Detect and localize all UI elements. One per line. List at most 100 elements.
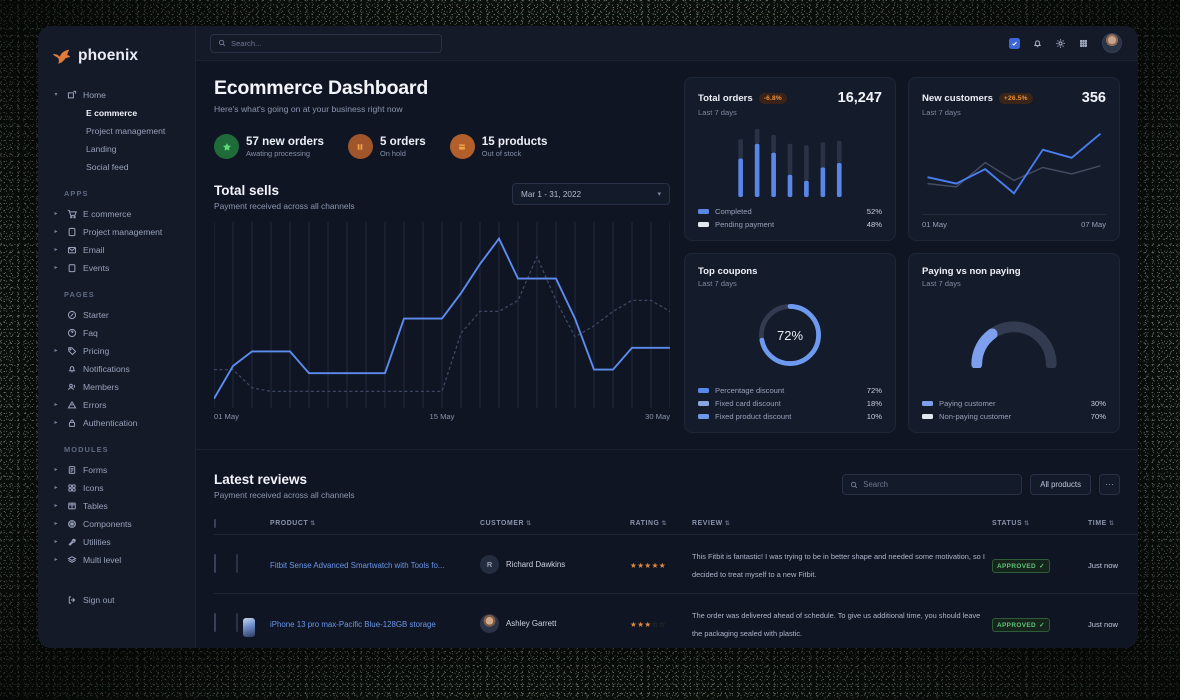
star-badge-icon [214, 134, 239, 159]
sidebar-item-errors[interactable]: ▸ Errors [38, 396, 195, 414]
sidebar-item-members[interactable]: Members [38, 378, 195, 396]
row-checkbox[interactable] [214, 554, 216, 573]
theme-toggle-icon[interactable] [1009, 37, 1020, 49]
row-checkbox[interactable] [214, 613, 216, 632]
sidebar-item-authentication[interactable]: ▸ Authentication [38, 414, 195, 432]
column-rating[interactable]: RATING ⇅ [630, 514, 692, 535]
sidebar-item-label: E commerce [83, 209, 132, 219]
sidebar-group-modules: MODULES [64, 445, 109, 454]
legend-item: Non-paying customer 70% [922, 412, 1106, 421]
sidebar-nav: ▾ Home E commerce Project management Lan… [38, 86, 195, 609]
chevron-down-icon: ▾ [54, 92, 58, 98]
stat-text: 15 products Out of stock [482, 135, 548, 158]
legend-value: 72% [866, 386, 882, 395]
sidebar-item-apps-ecommerce[interactable]: ▸ E commerce [38, 205, 195, 223]
sidebar-item-apps-email[interactable]: ▸ Email [38, 241, 195, 259]
sidebar-item-tables[interactable]: ▸ Tables [38, 497, 195, 515]
question-circle-icon [66, 328, 77, 339]
card-header: Top coupons [698, 266, 882, 277]
sidebar-item-label: Forms [83, 465, 108, 475]
column-time[interactable]: TIME ⇅ [1088, 514, 1138, 535]
orders-bar-chart [698, 117, 882, 203]
package-icon [66, 519, 77, 530]
axis-label-right: 07 May [1081, 220, 1106, 229]
paying-gauge-chart [922, 288, 1106, 395]
reviews-search-input[interactable] [863, 480, 1015, 489]
legend-swatch [698, 414, 709, 419]
gear-icon[interactable] [1054, 37, 1066, 49]
stat-on-hold: 5 orders On hold [347, 134, 426, 159]
card-top-coupons: Top coupons Last 7 days 72% [684, 253, 896, 433]
date-range-value: Mar 1 - 31, 2022 [521, 189, 582, 199]
sidebar-item-starter[interactable]: Starter [38, 306, 195, 324]
legend-item: Fixed card discount 18% [698, 399, 882, 408]
chevron-right-icon: ▸ [54, 557, 58, 563]
sidebar-item-home[interactable]: ▾ Home [38, 86, 195, 104]
table-header-row: PRODUCT ⇅ CUSTOMER ⇅ RATING ⇅ REVIEW ⇅ STATU… [214, 514, 1138, 535]
legend-swatch [698, 209, 709, 214]
total-sells-title: Total sells [214, 183, 280, 198]
apps-grid-icon[interactable] [1077, 37, 1089, 49]
legend-label: Completed [715, 207, 752, 216]
sidebar-item-icons[interactable]: ▸ Icons [38, 479, 195, 497]
rating-stars: ★★★★★ [630, 561, 667, 570]
all-products-button[interactable]: All products [1030, 474, 1091, 495]
sidebar-item-label: Starter [83, 310, 109, 320]
column-review[interactable]: REVIEW ⇅ [692, 514, 992, 535]
bell-icon[interactable] [1031, 37, 1043, 49]
global-search[interactable] [210, 33, 442, 53]
reviews-title: Latest reviews [214, 472, 308, 487]
chevron-right-icon: ▸ [54, 420, 58, 426]
sidebar-subitem-social-feed[interactable]: Social feed [86, 162, 129, 172]
sidebar-subitem-landing[interactable]: Landing [86, 144, 117, 154]
sidebar-subitem-project-management[interactable]: Project management [86, 126, 166, 136]
card-subtitle: Last 7 days [922, 108, 961, 117]
legend-value: 48% [866, 220, 882, 229]
total-sells-chart [214, 222, 670, 408]
donut-center-value: 72% [776, 327, 804, 343]
reviews-search[interactable] [842, 474, 1023, 495]
legend-value: 70% [1090, 412, 1106, 421]
sidebar-item-components[interactable]: ▸ Components [38, 515, 195, 533]
sidebar-item-apps-project-management[interactable]: ▸ Project management [38, 223, 195, 241]
total-sells-header: Total sells Payment received across all … [214, 183, 670, 211]
legend-item: Paying customer 30% [922, 399, 1106, 408]
legend-value: 52% [866, 207, 882, 216]
sidebar-item-label: Components [83, 519, 132, 529]
column-customer[interactable]: CUSTOMER ⇅ [480, 514, 630, 535]
more-options-button[interactable]: ⋯ [1099, 474, 1120, 495]
avatar[interactable] [1102, 33, 1122, 53]
column-product[interactable]: PRODUCT ⇅ [270, 514, 480, 535]
sort-icon: ⇅ [724, 521, 731, 527]
compass-icon [66, 310, 77, 321]
sidebar-item-label: Multi level [83, 555, 122, 565]
main-area: Ecommerce Dashboard Here's what's going … [196, 26, 1138, 648]
sidebar-item-apps-events[interactable]: ▸ Events [38, 259, 195, 277]
sidebar-item-multi-level[interactable]: ▸ Multi level [38, 551, 195, 569]
legend-item: Percentage discount 72% [698, 386, 882, 395]
product-link[interactable]: Fitbit Sense Advanced Smartwatch with To… [270, 561, 445, 570]
sort-icon: ⇅ [1024, 521, 1030, 527]
sidebar-item-utilities[interactable]: ▸ Utilities [38, 533, 195, 551]
column-status[interactable]: STATUS ⇅ [992, 514, 1088, 535]
brand-logo[interactable]: phoenix [38, 36, 195, 70]
sign-out-icon [66, 595, 77, 606]
sidebar-subitem-ecommerce[interactable]: E commerce [86, 108, 138, 118]
sidebar-item-pricing[interactable]: ▸ Pricing [38, 342, 195, 360]
chevron-right-icon: ▸ [54, 485, 58, 491]
sidebar-item-sign-out[interactable]: Sign out [38, 591, 195, 609]
card-total-orders: Total orders -6.8% 16,247 Last 7 days Co… [684, 77, 896, 241]
product-link[interactable]: iPhone 13 pro max-Pacific Blue-128GB sto… [270, 620, 436, 629]
sidebar-item-faq[interactable]: Faq [38, 324, 195, 342]
sidebar-item-notifications[interactable]: Notifications [38, 360, 195, 378]
select-all-checkbox[interactable] [214, 519, 216, 528]
brand-name: phoenix [78, 47, 139, 64]
home-icon [66, 90, 77, 101]
date-range-select[interactable]: Mar 1 - 31, 2022 ▾ [512, 183, 670, 205]
sidebar: phoenix ▾ Home E commerce Project manage… [38, 26, 196, 648]
sidebar-item-forms[interactable]: ▸ Forms [38, 461, 195, 479]
customers-line-chart [922, 121, 1106, 214]
time-text: Just now [1088, 561, 1118, 570]
search-input[interactable] [231, 38, 434, 48]
tag-icon [66, 346, 77, 357]
